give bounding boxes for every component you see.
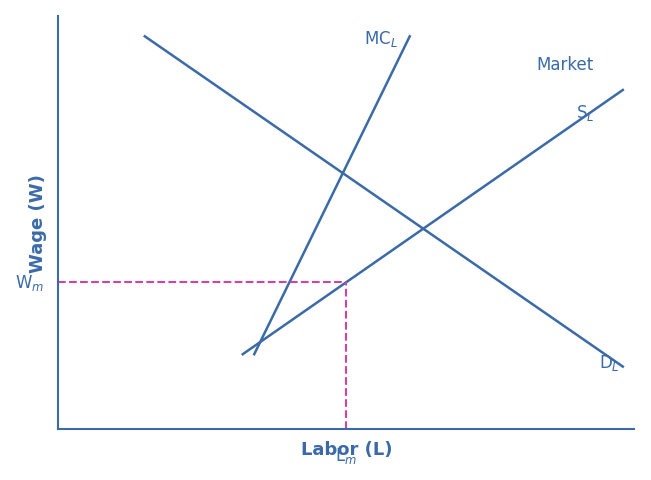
- Text: L$_m$: L$_m$: [335, 445, 357, 465]
- Text: W$_m$: W$_m$: [15, 273, 44, 292]
- Text: D$_L$: D$_L$: [599, 353, 620, 372]
- X-axis label: Labor (L): Labor (L): [301, 440, 392, 457]
- Y-axis label: Wage (W): Wage (W): [29, 173, 48, 272]
- Text: Market: Market: [537, 56, 594, 74]
- Text: S$_L$: S$_L$: [575, 103, 594, 123]
- Text: MC$_L$: MC$_L$: [364, 29, 398, 49]
